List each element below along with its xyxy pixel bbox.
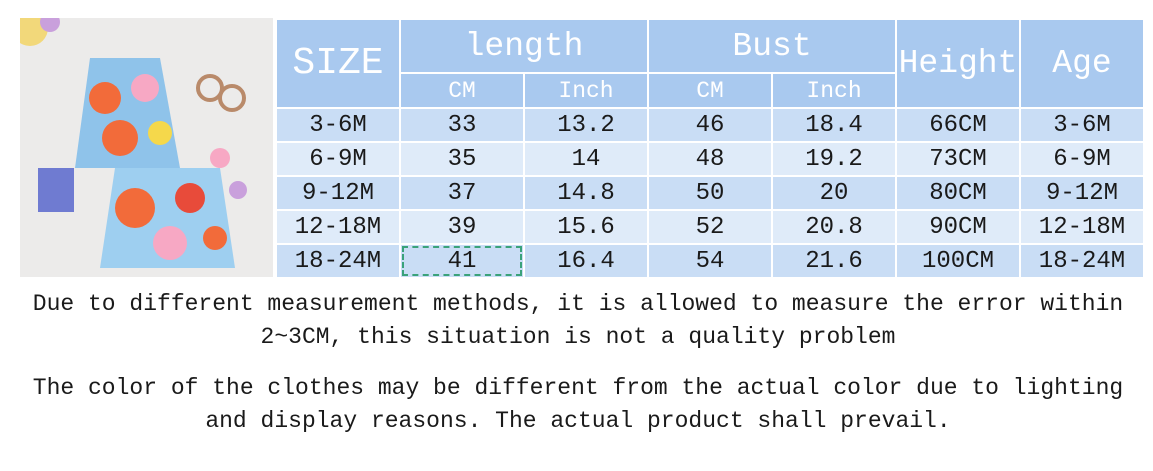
table-cell: 12-18M <box>1019 209 1146 245</box>
table-cell: 48 <box>647 141 774 177</box>
header-cell: SIZE <box>275 18 401 109</box>
table-cell: 52 <box>647 209 774 245</box>
table-cell: 100CM <box>895 243 1022 279</box>
note: Due to different measurement methods, it… <box>32 291 1124 350</box>
table-row: 18-24M 41 16.4 54 21.6 100CM 18-24M <box>275 243 1146 279</box>
table-cell: 80CM <box>895 175 1022 211</box>
table-cell: 14 <box>522 141 650 177</box>
table-body: 3-6M 33 13.2 46 18.4 66CM 3-6M 6-9M 35 14 48 19.2 73… <box>275 107 1146 279</box>
size-table: SIZE length Bust Height Age CM Inch CM I… <box>275 18 1146 279</box>
table-cell: 13.2 <box>522 107 650 143</box>
table-row: 6-9M 35 14 48 19.2 73CM 6-9M <box>275 141 1146 177</box>
product-photo <box>20 18 273 277</box>
table-cell: 6-9M <box>275 141 401 177</box>
table-cell: 18-24M <box>1019 243 1146 279</box>
table-cell: 18.4 <box>771 107 898 143</box>
header-cell: Height <box>895 18 1022 109</box>
table-cell: 12-18M <box>275 209 401 245</box>
table-cell: 20.8 <box>771 209 898 245</box>
table-cell: 21.6 <box>771 243 898 279</box>
subheader-cell: CM <box>399 72 525 109</box>
table-cell: 54 <box>647 243 774 279</box>
table-row: 9-12M 37 14.8 50 20 80CM 9-12M <box>275 175 1146 211</box>
table-row: 12-18M 39 15.6 52 20.8 90CM 12-18M <box>275 209 1146 245</box>
table-cell: 33 <box>399 107 525 143</box>
table-cell: 90CM <box>895 209 1022 245</box>
table-cell: 9-12M <box>1019 175 1146 211</box>
table-cell: 3-6M <box>1019 107 1146 143</box>
table-cell: 73CM <box>895 141 1022 177</box>
header-cell: Age <box>1019 18 1146 109</box>
table-cell: 37 <box>399 175 525 211</box>
table-cell: 35 <box>399 141 525 177</box>
table-cell: 9-12M <box>275 175 401 211</box>
note: The color of the clothes may be differen… <box>32 375 1124 434</box>
table-cell: 15.6 <box>522 209 650 245</box>
table-cell: 16.4 <box>522 243 650 279</box>
table-cell: 6-9M <box>1019 141 1146 177</box>
table-cell: 41 <box>399 243 525 279</box>
table-cell: 46 <box>647 107 774 143</box>
table-cell: 66CM <box>895 107 1022 143</box>
table-cell: 19.2 <box>771 141 898 177</box>
table-cell: 18-24M <box>275 243 401 279</box>
table-row: 3-6M 33 13.2 46 18.4 66CM 3-6M <box>275 107 1146 143</box>
header-cell: Bust <box>647 18 898 74</box>
table-cell: 3-6M <box>275 107 401 143</box>
subheader-cell: CM <box>647 72 774 109</box>
table-cell: 14.8 <box>522 175 650 211</box>
table-cell: 50 <box>647 175 774 211</box>
subheader-cell: Inch <box>771 72 898 109</box>
notes: Due to different measurement methods, it… <box>18 288 1138 456</box>
table-cell: 39 <box>399 209 525 245</box>
table-cell: 20 <box>771 175 898 211</box>
subheader-cell: Inch <box>522 72 650 109</box>
header-cell: length <box>398 18 650 74</box>
